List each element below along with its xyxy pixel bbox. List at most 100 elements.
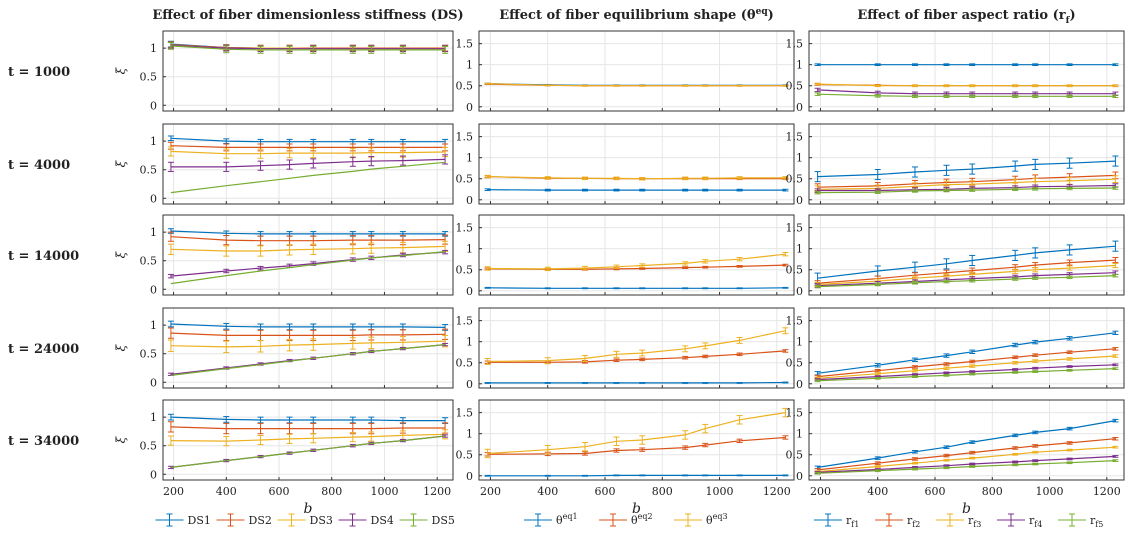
error-bar <box>581 188 588 192</box>
error-bar <box>399 241 406 254</box>
legend-label-2: rf2 <box>907 514 920 529</box>
y-tick-label: 1 <box>796 428 803 441</box>
y-tick-label: 0.5 <box>456 357 474 370</box>
error-bar <box>167 231 174 242</box>
y-tick-label: 0 <box>150 99 157 112</box>
legend-item-3 <box>277 513 306 527</box>
error-bar <box>613 176 620 181</box>
panel-frame <box>162 307 454 389</box>
error-bar <box>1032 430 1039 435</box>
error-bar <box>969 370 976 373</box>
series-line-3 <box>487 412 786 455</box>
y-axis-label: ξ <box>114 250 128 258</box>
error-bar <box>581 474 588 477</box>
error-bar <box>943 84 950 88</box>
error-bar <box>814 379 821 383</box>
error-bar <box>639 435 646 445</box>
y-tick-label: 0.5 <box>786 449 804 462</box>
error-bar <box>1066 357 1073 361</box>
error-bar <box>1032 63 1039 67</box>
error-bar <box>814 471 821 475</box>
error-bar <box>581 451 588 456</box>
error-bar <box>943 371 950 375</box>
error-bar <box>874 461 881 465</box>
x-axis-label: b <box>304 501 313 517</box>
error-bar <box>874 282 881 287</box>
x-tick-label: 200 <box>810 485 831 498</box>
error-bar <box>736 336 743 344</box>
error-bar <box>399 155 406 166</box>
error-bar <box>639 349 646 357</box>
error-bar <box>368 416 375 424</box>
panel-r1-c2: 0 0.5 1 1.5 <box>456 30 795 114</box>
error-bar <box>286 422 293 435</box>
error-bar <box>1112 459 1119 462</box>
error-bar <box>639 447 646 452</box>
error-bar <box>911 84 918 88</box>
error-bar <box>1066 448 1073 452</box>
y-tick-label: 1.5 <box>786 131 804 144</box>
error-bar <box>969 349 976 354</box>
error-bar <box>1012 446 1019 450</box>
error-bar <box>581 84 588 87</box>
y-tick-label: 1 <box>796 59 803 72</box>
error-bar <box>310 416 317 424</box>
error-bar <box>969 359 976 364</box>
error-bar <box>682 261 689 266</box>
row-label-5: t = 34000 <box>8 434 79 449</box>
error-bar <box>943 94 950 99</box>
error-bar <box>223 436 230 447</box>
error-bar <box>1012 94 1019 99</box>
legend-label-2: DS2 <box>249 514 272 527</box>
error-bar <box>613 436 620 446</box>
panel-r5-c3: 0 0.5 1 1.5 200 400 600 800 1000 1200 b <box>786 399 1125 517</box>
error-bar <box>581 382 588 384</box>
series-line-3 <box>170 340 446 348</box>
y-tick-label: 0 <box>796 285 803 298</box>
error-bar <box>368 431 375 442</box>
error-bar <box>223 268 230 274</box>
error-bar <box>349 323 356 331</box>
y-axis-label: ξ <box>114 66 128 74</box>
error-bar <box>702 474 709 477</box>
error-bar <box>911 189 918 193</box>
error-bar <box>736 176 743 180</box>
error-bar <box>1066 365 1073 368</box>
error-bar <box>874 376 881 380</box>
error-bar <box>814 87 821 93</box>
y-tick-label: 1 <box>150 319 157 332</box>
error-bar <box>1066 461 1073 465</box>
y-axis-label: ξ <box>114 343 128 351</box>
error-bar <box>1066 259 1073 266</box>
error-bar <box>969 63 976 67</box>
legend-item-4 <box>338 513 367 527</box>
error-bar <box>814 190 821 195</box>
error-bar <box>167 320 174 328</box>
error-bar <box>943 63 950 67</box>
error-bar <box>639 263 646 268</box>
row-label-3: t = 14000 <box>8 249 79 264</box>
x-tick-label: 600 <box>595 485 616 498</box>
error-bar <box>736 352 743 357</box>
y-tick-label: 0.5 <box>786 264 804 277</box>
panel-r4-c2: 0 0.5 1 1.5 <box>456 307 795 391</box>
error-bar <box>310 338 317 351</box>
error-bar <box>911 450 918 454</box>
y-tick-label: 1 <box>150 226 157 239</box>
error-bar <box>969 364 976 368</box>
error-bar <box>286 323 293 331</box>
panel-r2-c2: 0 0.5 1 1.5 <box>456 123 795 207</box>
error-bar <box>1012 187 1019 192</box>
error-bar <box>1012 63 1019 67</box>
legend-item-3 <box>936 513 964 527</box>
y-tick-label: 1.5 <box>456 315 474 328</box>
error-bar <box>223 329 230 342</box>
error-bar <box>1112 94 1119 99</box>
error-bar <box>702 84 709 87</box>
x-tick-label: 400 <box>537 485 558 498</box>
y-tick-label: 1.5 <box>456 131 474 144</box>
legend-label-4: DS4 <box>371 514 394 527</box>
error-bar <box>613 264 620 269</box>
error-bar <box>639 188 646 192</box>
